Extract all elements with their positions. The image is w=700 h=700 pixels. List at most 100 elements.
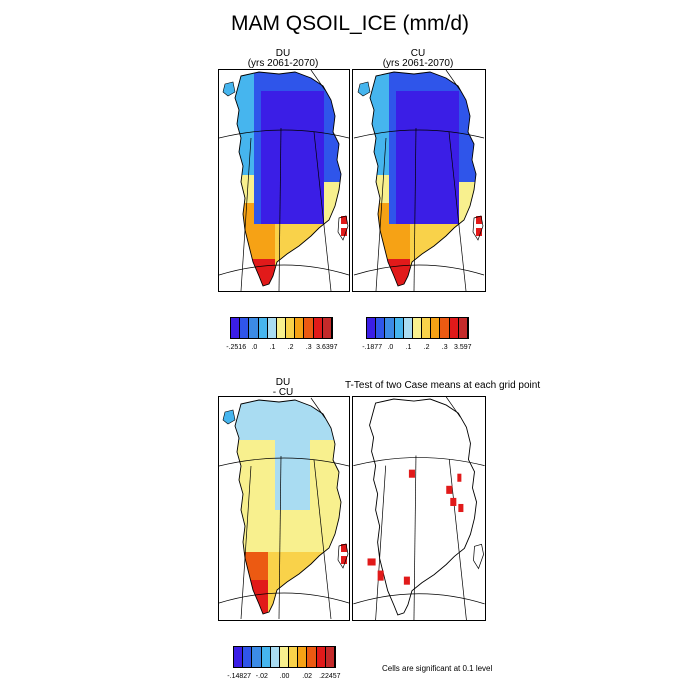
- diff-colorbar-swatch: [298, 647, 308, 667]
- diff-colorbar-swatch: [243, 647, 253, 667]
- diff-colorbar-swatch: [316, 647, 326, 667]
- diff-colorbar-label: -.02: [255, 673, 268, 680]
- du-colorbar-label: .2: [287, 344, 294, 351]
- diff-map-panel: [218, 396, 350, 621]
- longitude-line: [240, 465, 252, 620]
- cu-colorbar-label: 3.597: [454, 344, 472, 351]
- cu-colorbar-swatch: [412, 318, 423, 338]
- diff-panel-title: DU - CU: [253, 378, 313, 398]
- island-cell: [341, 556, 347, 564]
- latitude-line: [219, 129, 349, 139]
- diff-colorbar-swatch: [307, 647, 317, 667]
- du-map: [219, 70, 349, 291]
- latitude-line: [353, 593, 485, 605]
- du-colorbar-swatch: [231, 318, 241, 338]
- data-field: [370, 72, 476, 286]
- island: [357, 81, 371, 97]
- coastline: [234, 71, 342, 287]
- ttest-panel-title: T-Test of two Case means at each grid po…: [345, 380, 541, 391]
- du-panel-title: DU (yrs 2061-2070): [218, 49, 348, 69]
- diff-colorbar-label: -.14827: [227, 673, 252, 680]
- diff-colorbar-swatch: [252, 647, 262, 667]
- significant-cell: [408, 469, 415, 478]
- significant-cell: [450, 497, 457, 506]
- island-cell: [341, 544, 347, 552]
- du-colorbar-swatch: [267, 318, 277, 338]
- island-coastline: [337, 543, 349, 569]
- cu-colorbar-labels: -.1877 .0 .1 .2 .3 3.597: [362, 344, 472, 354]
- cu-colorbar-swatch: [458, 318, 468, 338]
- longitude-line: [445, 70, 461, 91]
- latitude-line: [219, 592, 349, 604]
- diff-colorbar-swatch: [234, 647, 244, 667]
- du-colorbar-swatch: [240, 318, 250, 338]
- figure-title: MAM QSOIL_ICE (mm/d): [230, 12, 470, 35]
- diff-colorbar-swatch: [279, 647, 290, 667]
- coastline: [234, 399, 342, 615]
- cu-colorbar-swatch: [394, 318, 404, 338]
- diff-colorbar-label: .02: [302, 673, 313, 680]
- longitude-line: [278, 455, 282, 620]
- island-cell: [476, 228, 482, 236]
- cu-colorbar-label: .0: [387, 344, 394, 351]
- du-colorbar-swatch: [322, 318, 332, 338]
- diff-title-line2: - CU: [272, 387, 294, 398]
- latitude-line: [353, 457, 485, 466]
- cu-colorbar-label: .3: [441, 344, 448, 351]
- island: [222, 409, 236, 425]
- cu-colorbar-swatch: [422, 318, 432, 338]
- latitude-line: [219, 457, 349, 467]
- cu-colorbar-swatch: [367, 318, 377, 338]
- du-colorbar-swatch: [258, 318, 268, 338]
- longitude-line: [313, 459, 332, 620]
- significant-cell: [377, 570, 384, 581]
- significant-cell: [457, 473, 462, 482]
- cu-colorbar-swatch: [376, 318, 386, 338]
- longitude-line: [448, 131, 467, 291]
- diff-colorbar-label: .22457: [319, 673, 341, 680]
- cu-colorbar-swatch: [449, 318, 459, 338]
- island-cell: [341, 228, 347, 236]
- longitude-line: [375, 465, 387, 620]
- ttest-map: [353, 397, 485, 620]
- significant-cell: [403, 576, 410, 585]
- significant-cell: [367, 558, 376, 566]
- cu-colorbar-label: -.1877: [362, 344, 383, 351]
- data-field: [235, 400, 341, 614]
- cu-title-line1: CU: [410, 48, 426, 59]
- du-colorbar-label: 3.6397: [316, 344, 338, 351]
- cu-colorbar-swatch: [403, 318, 413, 338]
- data-field: [235, 72, 341, 286]
- longitude-line: [413, 455, 417, 620]
- longitude-line: [278, 127, 282, 291]
- du-colorbar-label: .3: [305, 344, 312, 351]
- island: [222, 81, 236, 97]
- cu-colorbar-swatch: [440, 318, 450, 338]
- longitude-line: [240, 137, 252, 291]
- du-colorbar-labels: -.2516 .0 .1 .2 .3 3.6397: [226, 344, 337, 354]
- longitude-line: [448, 459, 467, 620]
- island-cell: [341, 216, 347, 224]
- du-title-line2: (yrs 2061-2070): [247, 58, 319, 69]
- island-coastline: [473, 543, 484, 570]
- diff-colorbar-swatch: [270, 647, 280, 667]
- cu-map-panel: [352, 69, 486, 292]
- du-colorbar-label: -.2516: [226, 344, 247, 351]
- diff-colorbar-labels: -.14827 -.02 .00 .02 .22457: [227, 673, 340, 683]
- cu-colorbar-label: .1: [405, 344, 412, 351]
- du-colorbar-swatch: [276, 318, 287, 338]
- du-title-line1: DU: [275, 48, 291, 59]
- island-coastline: [472, 215, 484, 241]
- coastline: [369, 71, 477, 287]
- diff-colorbar-swatch: [325, 647, 335, 667]
- significance-note: Cells are significant at 0.1 level: [382, 664, 493, 673]
- cu-map: [353, 70, 485, 291]
- cu-colorbar: [366, 317, 469, 339]
- du-colorbar-label: .0: [251, 344, 258, 351]
- du-colorbar-swatch: [295, 318, 305, 338]
- cu-title-line2: (yrs 2061-2070): [382, 58, 454, 69]
- longitude-line: [310, 70, 326, 91]
- latitude-line: [353, 264, 485, 276]
- latitude-line: [219, 264, 349, 276]
- diff-title-line1: DU: [275, 377, 291, 388]
